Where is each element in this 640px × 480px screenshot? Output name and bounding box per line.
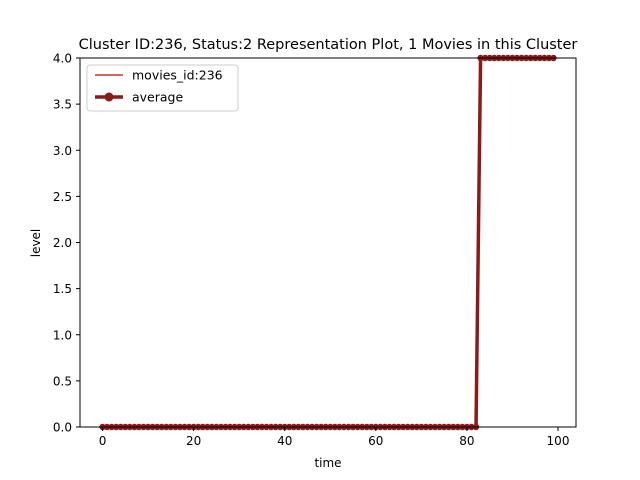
legend-box <box>86 64 239 112</box>
x-tick-label: 40 <box>277 434 292 448</box>
y-axis-ticks: 0.0 0.5 1.0 1.5 2.0 2.5 3.0 3.5 4.0 <box>53 52 80 435</box>
y-tick-label: 2.5 <box>53 190 72 204</box>
legend-label-movies: movies_id:236 <box>132 68 223 83</box>
x-axis-label: time <box>314 456 341 470</box>
y-axis-label: level <box>29 229 43 258</box>
y-tick-label: 1.0 <box>53 328 72 342</box>
plot-area <box>80 54 576 431</box>
y-tick-label: 0.5 <box>53 374 72 388</box>
x-tick-label: 100 <box>547 434 570 448</box>
y-tick-label: 4.0 <box>53 52 72 66</box>
legend: movies_id:236 average <box>86 64 239 112</box>
y-tick-label: 3.0 <box>53 144 72 158</box>
legend-marker-average <box>104 92 114 102</box>
plot-background <box>80 58 576 427</box>
y-tick-label: 0.0 <box>53 421 72 435</box>
x-tick-label: 60 <box>368 434 383 448</box>
chart-title: Cluster ID:236, Status:2 Representation … <box>79 37 578 53</box>
legend-label-average: average <box>132 90 183 105</box>
x-axis-ticks: 0 20 40 60 80 100 <box>99 427 570 448</box>
axes: 0 20 40 60 80 100 0.0 0.5 1.0 1.5 2.0 2.5 3.0 3.5 4.0 <box>53 52 577 448</box>
y-tick-label: 1.5 <box>53 282 72 296</box>
x-tick-label: 80 <box>459 434 474 448</box>
y-tick-label: 2.0 <box>53 236 72 250</box>
x-tick-label: 20 <box>186 434 201 448</box>
y-tick-label: 3.5 <box>53 98 72 112</box>
x-tick-label: 0 <box>99 434 107 448</box>
